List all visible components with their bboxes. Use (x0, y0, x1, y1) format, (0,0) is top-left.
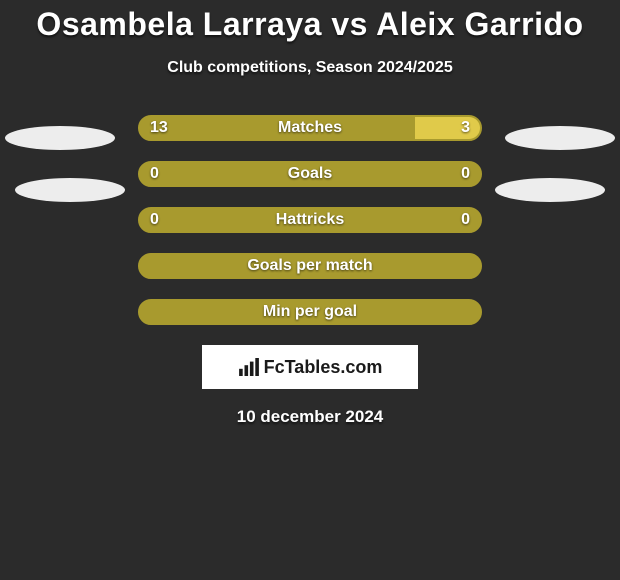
date-text: 10 december 2024 (0, 407, 620, 427)
stat-label: Goals (140, 163, 480, 185)
stat-row: Min per goal (0, 299, 620, 325)
stat-row: Goals per match (0, 253, 620, 279)
brand-box: FcTables.com (202, 345, 418, 389)
brand-text: FcTables.com (264, 357, 383, 378)
stat-value-right: 0 (461, 209, 470, 231)
stat-bar: Matches13 3 (138, 115, 482, 141)
stat-value-right: 3 (461, 117, 470, 139)
stat-bar: Min per goal (138, 299, 482, 325)
stat-value-left: 0 (150, 209, 159, 231)
stat-row: Hattricks0 0 (0, 207, 620, 233)
stat-row: Matches13 3 (0, 115, 620, 141)
chart-icon (238, 358, 260, 376)
stat-bar: Goals per match (138, 253, 482, 279)
stat-value-left: 13 (150, 117, 168, 139)
stat-label: Hattricks (140, 209, 480, 231)
page-title: Osambela Larraya vs Aleix Garrido (0, 0, 620, 43)
stat-bar: Hattricks0 0 (138, 207, 482, 233)
stat-bar: Goals0 0 (138, 161, 482, 187)
stat-row: Goals0 0 (0, 161, 620, 187)
stat-value-left: 0 (150, 163, 159, 185)
stat-label: Min per goal (140, 301, 480, 323)
stat-label: Matches (140, 117, 480, 139)
stat-value-right: 0 (461, 163, 470, 185)
stat-label: Goals per match (140, 255, 480, 277)
subtitle: Club competitions, Season 2024/2025 (0, 59, 620, 77)
